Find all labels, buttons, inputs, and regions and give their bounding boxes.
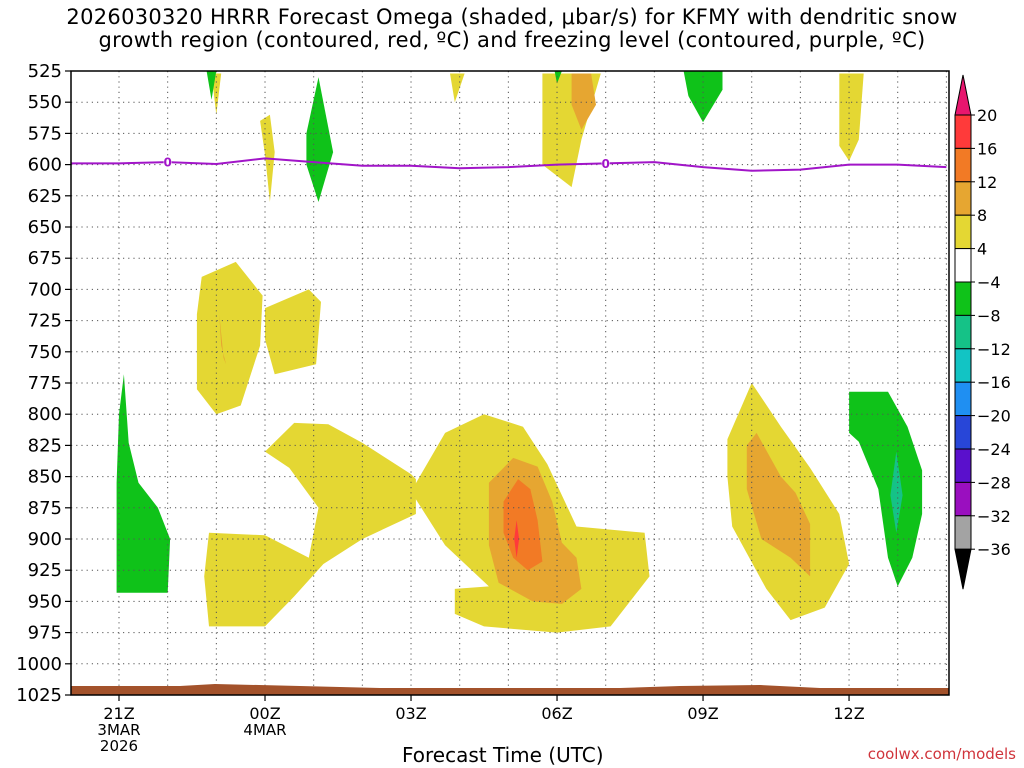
y-tick-label: 875 — [28, 498, 62, 519]
y-tick-label: 700 — [28, 279, 62, 300]
y-tick-label: 1025 — [16, 685, 62, 706]
colorbar-swatch — [954, 448, 972, 483]
y-tick-label: 575 — [28, 123, 62, 144]
colorbar-label: −8 — [977, 306, 1001, 325]
colorbar-swatch — [954, 314, 972, 350]
colorbar-label: 20 — [977, 106, 997, 125]
colorbar-label: −4 — [977, 273, 1001, 292]
x-tick-label: 03Z — [395, 704, 426, 723]
y-tick-label: 725 — [28, 311, 62, 332]
colorbar-label: −20 — [977, 407, 1011, 426]
omega-region-12 — [503, 479, 543, 571]
y-tick-label: 850 — [28, 467, 62, 488]
colorbar-label: 8 — [977, 206, 987, 225]
colorbar-label: 12 — [977, 173, 997, 192]
omega-region-15 — [746, 432, 811, 577]
x-tick-label: 06Z — [541, 704, 572, 723]
colorbar-swatch — [954, 515, 972, 550]
omega-shading — [116, 71, 923, 633]
y-tick-label: 650 — [28, 217, 62, 238]
omega-region-16 — [206, 71, 217, 100]
y-tick-label: 800 — [28, 404, 62, 425]
y-tick-label: 975 — [28, 623, 62, 644]
colorbar: 20 16 12 8 4 −4 −8 −12 −16 −20 −24 −28 −32 −36 — [954, 74, 1011, 590]
y-tick-label: 825 — [28, 435, 62, 456]
colorbar-label: −32 — [977, 507, 1011, 526]
x-tick-label: 12Z — [833, 704, 864, 723]
credit-link[interactable]: coolwx.com/models — [867, 745, 1016, 763]
terrain-band — [71, 684, 949, 695]
colorbar-swatch — [954, 147, 972, 183]
y-axis: 525 550 575 600 625 650 675 700 725 750 775 800 825 8… — [16, 61, 71, 706]
omega-region-4 — [571, 73, 596, 130]
title-line-2: growth region (contoured, red, ºC) and f… — [98, 28, 926, 52]
omega-region-8 — [265, 289, 321, 375]
colorbar-label: −28 — [977, 473, 1011, 492]
omega-region-2 — [450, 73, 465, 103]
y-tick-label: 775 — [28, 373, 62, 394]
colorbar-swatch — [954, 281, 972, 316]
colorbar-swatch — [954, 181, 972, 216]
colorbar-swatch — [954, 348, 972, 383]
omega-region-19 — [683, 71, 723, 123]
freezing-label-bg — [601, 157, 610, 170]
y-tick-label: 600 — [28, 155, 62, 176]
y-tick-label: 950 — [28, 591, 62, 612]
omega-region-17 — [306, 77, 334, 202]
x-tick-label: 21Z — [103, 704, 134, 723]
freezing-level-label: 0 — [163, 156, 171, 170]
colorbar-swatch — [954, 114, 972, 149]
colorbar-swatch — [954, 415, 972, 450]
colorbar-swatch — [954, 481, 972, 517]
colorbar-top-arrow — [954, 74, 972, 116]
terrain — [71, 684, 949, 695]
colorbar-label: −24 — [977, 440, 1011, 459]
omega-region-6 — [196, 261, 263, 415]
chart-title: 2026030320 HRRR Forecast Omega (shaded, … — [0, 6, 1024, 52]
omega-region-18 — [554, 71, 562, 84]
colorbar-swatch — [954, 214, 972, 250]
title-line-1: 2026030320 HRRR Forecast Omega (shaded, … — [66, 5, 958, 29]
x-tick-label: 4MAR — [243, 721, 286, 739]
y-tick-label: 925 — [28, 560, 62, 581]
omega-region-5 — [839, 73, 864, 161]
colorbar-bottom-arrow — [954, 548, 972, 590]
freezing-level-label: 0 — [602, 157, 610, 171]
omega-region-22 — [890, 451, 903, 533]
y-tick-label: 625 — [28, 186, 62, 207]
omega-region-20 — [116, 374, 171, 593]
y-tick-label: 750 — [28, 342, 62, 363]
colorbar-label: −16 — [977, 373, 1011, 392]
colorbar-label: −12 — [977, 340, 1011, 359]
x-tick-label: 2026 — [100, 737, 138, 755]
omega-region-13 — [514, 520, 520, 558]
omega-region-9 — [204, 422, 416, 627]
x-axis-label: Forecast Time (UTC) — [402, 743, 604, 767]
colorbar-label: 4 — [977, 240, 987, 259]
freezing-label-bg — [163, 156, 172, 169]
colorbar-label: −36 — [977, 540, 1011, 559]
omega-region-21 — [849, 391, 923, 587]
y-tick-label: 525 — [28, 61, 62, 82]
colorbar-label: 16 — [977, 139, 997, 158]
x-tick-label: 09Z — [687, 704, 718, 723]
x-tick-label: 00Z — [249, 704, 280, 723]
x-tick-label: 3MAR — [97, 721, 140, 739]
y-tick-label: 900 — [28, 529, 62, 550]
y-tick-label: 550 — [28, 92, 62, 113]
colorbar-swatch — [954, 248, 972, 283]
freezing-level-line — [71, 157, 947, 172]
colorbar-swatch — [954, 381, 972, 417]
y-tick-label: 1000 — [16, 654, 62, 675]
y-tick-label: 675 — [28, 248, 62, 269]
